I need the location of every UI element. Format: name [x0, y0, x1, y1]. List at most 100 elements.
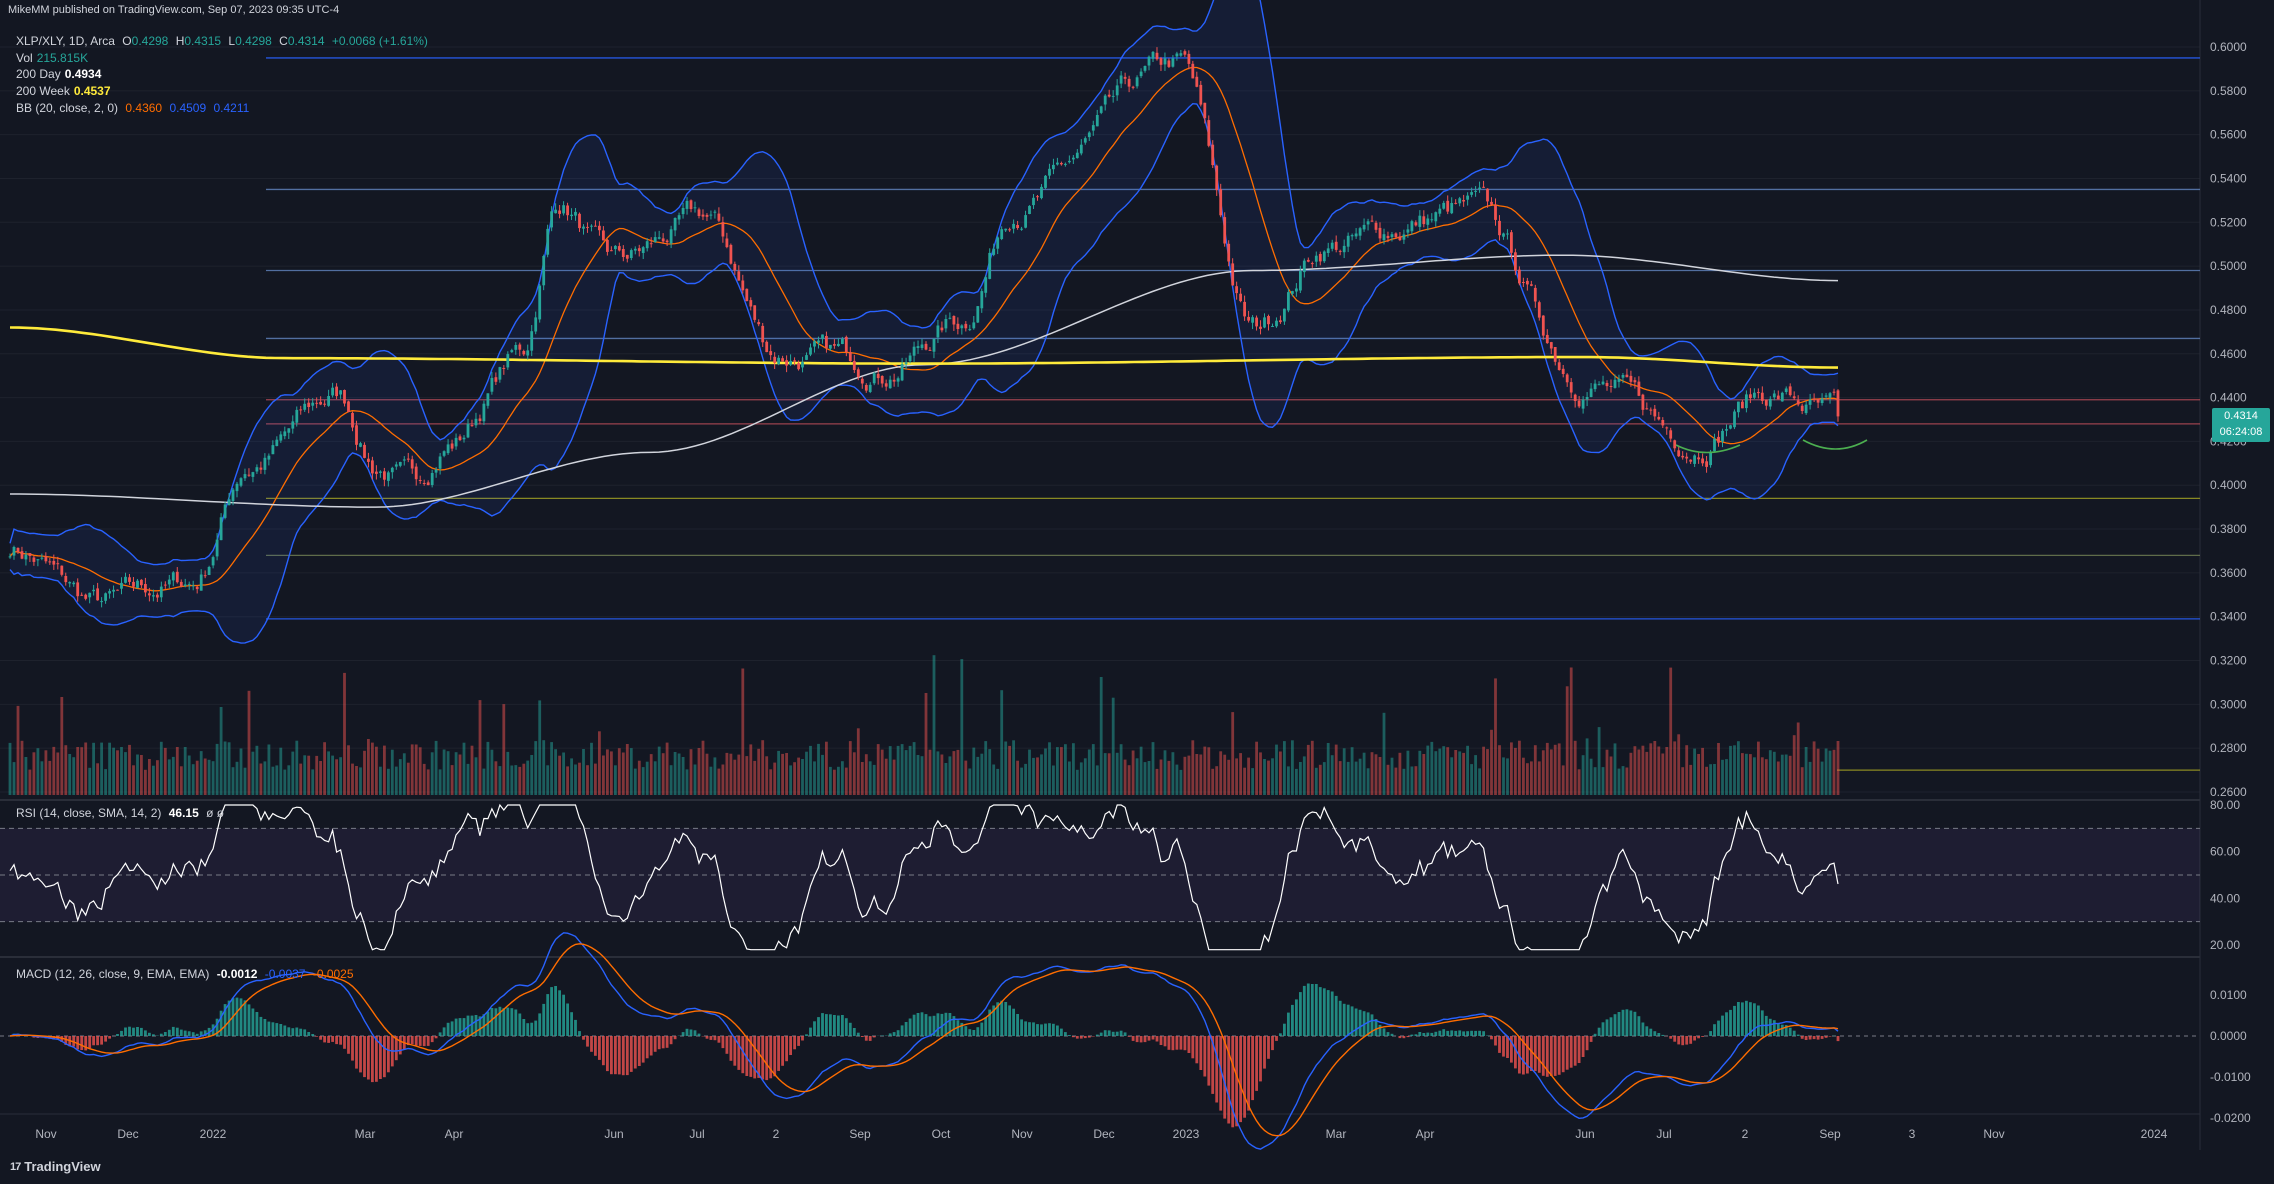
macd-hist-bar: [1263, 1036, 1266, 1069]
macd-hist-bar: [263, 1019, 267, 1036]
candle-body: [1322, 251, 1326, 262]
volume-bar: [1342, 748, 1346, 795]
ma200d-legend[interactable]: 200 Day 0.4934: [16, 67, 101, 81]
volume-bar: [1306, 744, 1310, 795]
tradingview-logo[interactable]: 17 TradingView: [10, 1159, 101, 1174]
ma200w-legend[interactable]: 200 Week 0.4537: [16, 84, 111, 98]
volume-legend[interactable]: Vol 215.815K: [16, 51, 88, 65]
volume-bar: [462, 742, 466, 795]
macd-hist-bar: [450, 1021, 454, 1036]
price-tick-label: 0.3800: [2210, 522, 2247, 536]
macd-hist-bar: [1211, 1036, 1215, 1094]
candle-body: [1514, 252, 1517, 271]
candle-body: [1279, 320, 1282, 323]
volume-bar: [1713, 764, 1716, 795]
volume-bar: [1283, 741, 1286, 795]
candle-body: [1024, 215, 1027, 228]
macd-hist-bar: [1669, 1036, 1673, 1039]
volume-bar: [52, 746, 56, 795]
macd-hist-bar: [104, 1036, 107, 1042]
volume-bar: [757, 748, 761, 795]
candle-body: [872, 373, 876, 384]
volume-bar: [1346, 761, 1350, 795]
macd-hist-bar: [100, 1036, 103, 1045]
candle-body: [1052, 164, 1055, 170]
macd-hist-bar: [454, 1018, 458, 1036]
bb-legend[interactable]: BB (20, close, 2, 0) 0.4360 0.4509 0.421…: [16, 101, 249, 115]
candle-body: [1183, 51, 1187, 55]
volume-bar: [367, 739, 370, 795]
macd-hist-bar: [187, 1031, 191, 1036]
candle-body: [299, 409, 303, 411]
volume-bar: [1159, 759, 1163, 795]
candle-body: [88, 592, 92, 598]
candle-body: [980, 291, 984, 309]
macd-hist-bar: [844, 1018, 848, 1036]
candle-body: [689, 200, 693, 209]
bb-basis-value: 0.4360: [125, 101, 163, 115]
macd-hist-bar: [1637, 1016, 1641, 1036]
macd-hist-bar: [215, 1018, 219, 1036]
macd-hist-bar: [558, 990, 561, 1036]
macd-hist-bar: [1131, 1036, 1135, 1041]
volume-bar: [1772, 751, 1776, 795]
candle-body: [753, 305, 757, 320]
macd-legend[interactable]: MACD (12, 26, close, 9, EMA, EMA) -0.001…: [16, 967, 354, 981]
macd-hist-bar: [1083, 1036, 1087, 1039]
candle-body: [351, 412, 354, 428]
macd-hist-bar: [964, 1026, 968, 1036]
macd-hist-bar: [442, 1027, 446, 1036]
macd-hist-bar: [562, 994, 565, 1036]
macd-hist-bar: [1498, 1036, 1501, 1053]
macd-hist-bar: [383, 1036, 386, 1078]
candle-body: [1083, 138, 1087, 143]
volume-bar: [1705, 766, 1708, 795]
tv-logo-icon: 17: [10, 1160, 21, 1173]
candle-body: [1398, 236, 1402, 241]
macd-hist-bar: [1514, 1036, 1517, 1069]
volume-bar: [657, 746, 661, 795]
volume-bar: [777, 750, 780, 795]
volume-bar: [474, 757, 478, 795]
volume-bar: [1227, 759, 1231, 795]
macd-hist-bar: [741, 1036, 745, 1074]
volume-bar: [1107, 753, 1111, 795]
candle-body: [1645, 408, 1649, 410]
volume-bar: [1613, 743, 1617, 795]
rsi-legend[interactable]: RSI (14, close, SMA, 14, 2) 46.15 ø ø: [16, 806, 224, 820]
macd-hist-bar: [1255, 1036, 1258, 1091]
macd-hist-bar: [892, 1032, 896, 1036]
macd-hist-bar: [940, 1013, 944, 1036]
volume-bar: [231, 767, 235, 795]
volume-bar: [1466, 745, 1469, 795]
macd-hist-bar: [837, 1015, 840, 1036]
candle-body: [936, 325, 940, 338]
candle-body: [1792, 396, 1796, 399]
macd-hist-bar: [689, 1029, 693, 1036]
candle-body: [876, 373, 880, 379]
macd-hist-bar: [1060, 1028, 1063, 1036]
candle-body: [641, 247, 645, 253]
candle-body: [645, 241, 649, 249]
macd-hist-bar: [227, 1000, 231, 1036]
macd-hist-bar: [1677, 1036, 1681, 1045]
volume-bar: [1438, 748, 1442, 795]
macd-hist-bar: [948, 1013, 952, 1036]
candle-body: [614, 245, 617, 250]
macd-hist-bar: [179, 1029, 183, 1036]
macd-hist-bar: [1091, 1036, 1095, 1037]
candle-body: [383, 471, 386, 480]
candle-body: [152, 595, 155, 597]
volume-bar: [880, 749, 884, 795]
macd-hist-bar: [438, 1032, 442, 1036]
macd-hist-bar: [721, 1036, 725, 1049]
symbol-name[interactable]: XLP/XLY, 1D, Arca: [16, 34, 115, 48]
symbol-legend[interactable]: XLP/XLY, 1D, Arca O0.4298 H0.4315 L0.429…: [16, 34, 428, 48]
candle-body: [315, 402, 319, 404]
volume-bar: [1179, 769, 1183, 795]
volume-bar: [1737, 741, 1740, 795]
candle-body: [398, 462, 402, 466]
volume-bar: [793, 762, 796, 795]
macd-hist-bar: [144, 1030, 147, 1036]
